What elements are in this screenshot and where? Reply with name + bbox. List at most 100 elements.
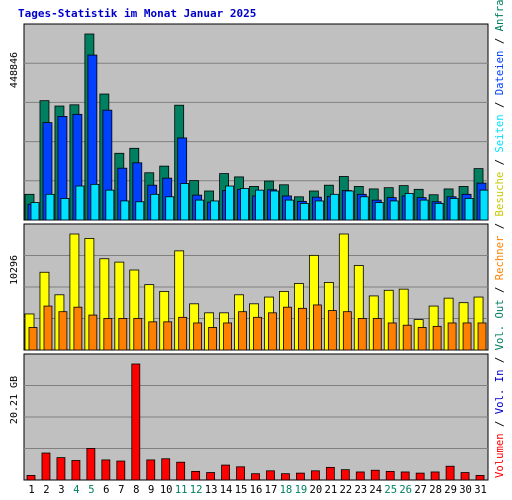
- bar-volumen-day-26: [400, 471, 410, 481]
- bar-rechner-day-28: [432, 325, 442, 351]
- bar-volumen-day-9: [146, 459, 156, 481]
- bar-seiten-day-9: [150, 193, 160, 221]
- bar-rechner-day-21: [327, 310, 337, 351]
- bar-seiten-day-4: [75, 185, 85, 221]
- bar-seiten-day-13: [210, 200, 220, 221]
- bars: [24, 33, 489, 481]
- bar-volumen-day-21: [325, 466, 335, 481]
- bar-seiten-day-22: [344, 190, 354, 221]
- bar-volumen-day-23: [355, 471, 365, 481]
- panel-volume: [23, 353, 489, 481]
- x-tick-label-day-22: 22: [339, 484, 352, 496]
- bar-seiten-day-28: [434, 203, 444, 221]
- x-tick-label-day-24: 24: [369, 484, 382, 496]
- bar-volumen-day-11: [176, 461, 186, 481]
- legend-separator: /: [494, 31, 506, 50]
- x-tick-label-day-26: 26: [399, 484, 412, 496]
- x-tick-label-day-18: 18: [280, 484, 293, 496]
- x-tick-label-day-3: 3: [58, 484, 64, 496]
- x-tick-label-day-4: 4: [73, 484, 79, 496]
- bar-rechner-day-12: [193, 322, 203, 351]
- bar-seiten-day-23: [359, 196, 369, 221]
- bar-volumen-day-27: [415, 472, 425, 481]
- bar-seiten-day-14: [225, 185, 234, 221]
- bar-volumen-day-31: [475, 475, 485, 481]
- x-tick-label-day-25: 25: [384, 484, 397, 496]
- bar-volumen-day-1: [26, 475, 36, 481]
- bar-volumen-day-28: [430, 471, 440, 481]
- bar-volumen-day-8: [131, 363, 141, 481]
- legend-separator: /: [494, 216, 506, 235]
- bar-rechner-day-4: [73, 306, 83, 351]
- bar-seiten-day-19: [300, 203, 309, 221]
- bar-seiten-day-29: [449, 198, 459, 221]
- bar-volumen-day-29: [445, 465, 455, 481]
- bar-rechner-day-17: [268, 312, 277, 351]
- bar-rechner-day-10: [163, 321, 173, 351]
- bar-seiten-day-18: [285, 199, 294, 221]
- legend-separator: /: [494, 153, 506, 172]
- bar-volumen-day-18: [281, 473, 290, 481]
- bar-rechner-day-11: [178, 316, 188, 351]
- bar-seiten-day-16: [255, 189, 264, 221]
- y-tick-label: 20.21 GB: [9, 376, 20, 424]
- bar-rechner-day-25: [387, 322, 397, 351]
- legend-separator: /: [494, 414, 506, 433]
- bar-rechner-day-5: [88, 314, 98, 351]
- x-tick-label-day-1: 1: [28, 484, 34, 496]
- bar-rechner-day-18: [283, 306, 292, 351]
- bar-seiten-day-6: [105, 189, 115, 221]
- legend-item-anfragen: Anfragen: [494, 0, 506, 31]
- bar-rechner-day-22: [342, 311, 352, 351]
- bar-volumen-day-20: [310, 470, 320, 481]
- bar-volumen-day-22: [340, 469, 350, 481]
- bar-rechner-day-27: [417, 327, 427, 351]
- bar-rechner-day-20: [312, 304, 322, 351]
- x-tick-label-day-10: 10: [160, 484, 173, 496]
- bar-volumen-day-6: [101, 459, 111, 481]
- legend-item-seiten: Seiten: [494, 114, 506, 152]
- bar-rechner-day-31: [477, 322, 487, 351]
- bar-volumen-day-14: [221, 464, 230, 481]
- x-tick-label-day-12: 12: [190, 484, 203, 496]
- x-tick-label-day-8: 8: [133, 484, 139, 496]
- bar-volumen-day-2: [41, 452, 51, 481]
- bar-volumen-day-16: [251, 473, 260, 481]
- bar-seiten-day-30: [464, 198, 474, 221]
- x-tick-label-day-21: 21: [325, 484, 338, 496]
- bar-volumen-day-10: [161, 458, 171, 481]
- bar-rechner-day-3: [58, 311, 68, 351]
- x-tick-label-day-17: 17: [265, 484, 278, 496]
- x-tick-label-day-30: 30: [459, 484, 472, 496]
- bar-volumen-day-15: [236, 466, 245, 481]
- bar-seiten-day-26: [404, 193, 414, 221]
- bar-seiten-day-20: [314, 200, 324, 221]
- bar-rechner-day-16: [253, 316, 262, 351]
- x-tick-label-day-11: 11: [175, 484, 188, 496]
- bar-rechner-day-19: [298, 307, 307, 351]
- bar-seiten-day-8: [135, 201, 145, 221]
- legend-item-volin: Vol. In: [494, 370, 506, 415]
- bar-volumen-day-12: [191, 470, 201, 481]
- x-tick-label-day-6: 6: [103, 484, 109, 496]
- bar-seiten-day-3: [60, 198, 70, 221]
- x-tick-labels: 1 2 3 4 5 6 7 8 9 10 11 12 13 14 15 16 17 18 19 20 21 22 23 24 2…: [28, 484, 487, 496]
- x-tick-label-day-19: 19: [295, 484, 308, 496]
- bar-volumen-day-24: [370, 469, 380, 481]
- bar-rechner-day-23: [357, 318, 367, 351]
- bar-volumen-day-4: [71, 460, 81, 481]
- bar-volumen-day-30: [460, 472, 470, 481]
- bar-volumen-day-7: [116, 460, 126, 481]
- bar-seiten-day-25: [389, 200, 399, 221]
- x-tick-label-day-20: 20: [310, 484, 323, 496]
- bar-rechner-day-24: [372, 318, 382, 351]
- x-tick-label-day-15: 15: [235, 484, 248, 496]
- x-tick-label-day-7: 7: [118, 484, 124, 496]
- bar-seiten-day-12: [195, 199, 205, 221]
- legend: Volumen / Vol. In / Vol. Out / Rechner /…: [494, 0, 506, 478]
- bar-seiten-day-15: [240, 188, 249, 221]
- x-tick-label-day-23: 23: [354, 484, 367, 496]
- x-tick-label-day-5: 5: [88, 484, 94, 496]
- bar-seiten-day-11: [180, 183, 190, 221]
